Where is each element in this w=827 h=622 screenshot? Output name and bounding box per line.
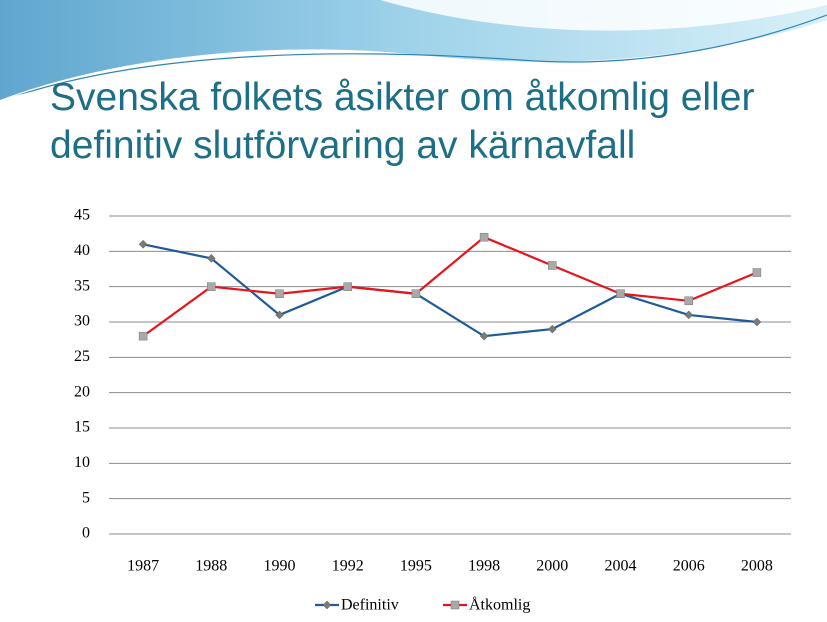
slide: {"chart_data": {"type": "line", "title":… <box>0 0 827 622</box>
y-tick-label: 30 <box>74 313 90 330</box>
x-tick-label: 1995 <box>400 558 432 575</box>
y-tick-label: 35 <box>74 277 90 294</box>
data-point <box>344 283 352 291</box>
legend-label: Åtkomlig <box>469 596 530 614</box>
data-point <box>139 240 147 248</box>
y-tick-label: 45 <box>74 207 90 224</box>
legend-marker <box>451 601 459 609</box>
x-tick-label: 1987 <box>127 558 159 575</box>
data-point <box>412 290 420 298</box>
legend-label: Definitiv <box>341 597 399 614</box>
y-tick-label: 25 <box>74 348 90 365</box>
x-tick-label: 2004 <box>605 558 637 575</box>
data-point <box>480 233 488 241</box>
data-point <box>753 269 761 277</box>
data-point <box>207 283 215 291</box>
x-tick-label: 2000 <box>536 558 568 575</box>
data-point <box>685 297 693 305</box>
data-point <box>617 290 625 298</box>
y-tick-label: 15 <box>74 419 90 436</box>
slide-title: Svenska folkets åsikter om åtkomlig elle… <box>50 74 810 170</box>
x-tick-label: 2008 <box>741 558 773 575</box>
data-point <box>548 325 556 333</box>
data-point <box>685 311 693 319</box>
x-tick-label: 1988 <box>195 558 227 575</box>
x-tick-label: 1998 <box>468 558 500 575</box>
y-tick-label: 20 <box>74 383 90 400</box>
data-point <box>276 290 284 298</box>
x-tick-label: 2006 <box>673 558 705 575</box>
y-tick-label: 0 <box>82 525 90 542</box>
legend-marker <box>323 601 331 609</box>
y-tick-label: 10 <box>74 454 90 471</box>
x-tick-label: 1992 <box>332 558 364 575</box>
x-tick-label: 1990 <box>264 558 296 575</box>
data-point <box>753 318 761 326</box>
y-tick-label: 40 <box>74 242 90 259</box>
y-tick-label: 5 <box>82 489 90 506</box>
data-point <box>548 261 556 269</box>
data-point <box>139 332 147 340</box>
